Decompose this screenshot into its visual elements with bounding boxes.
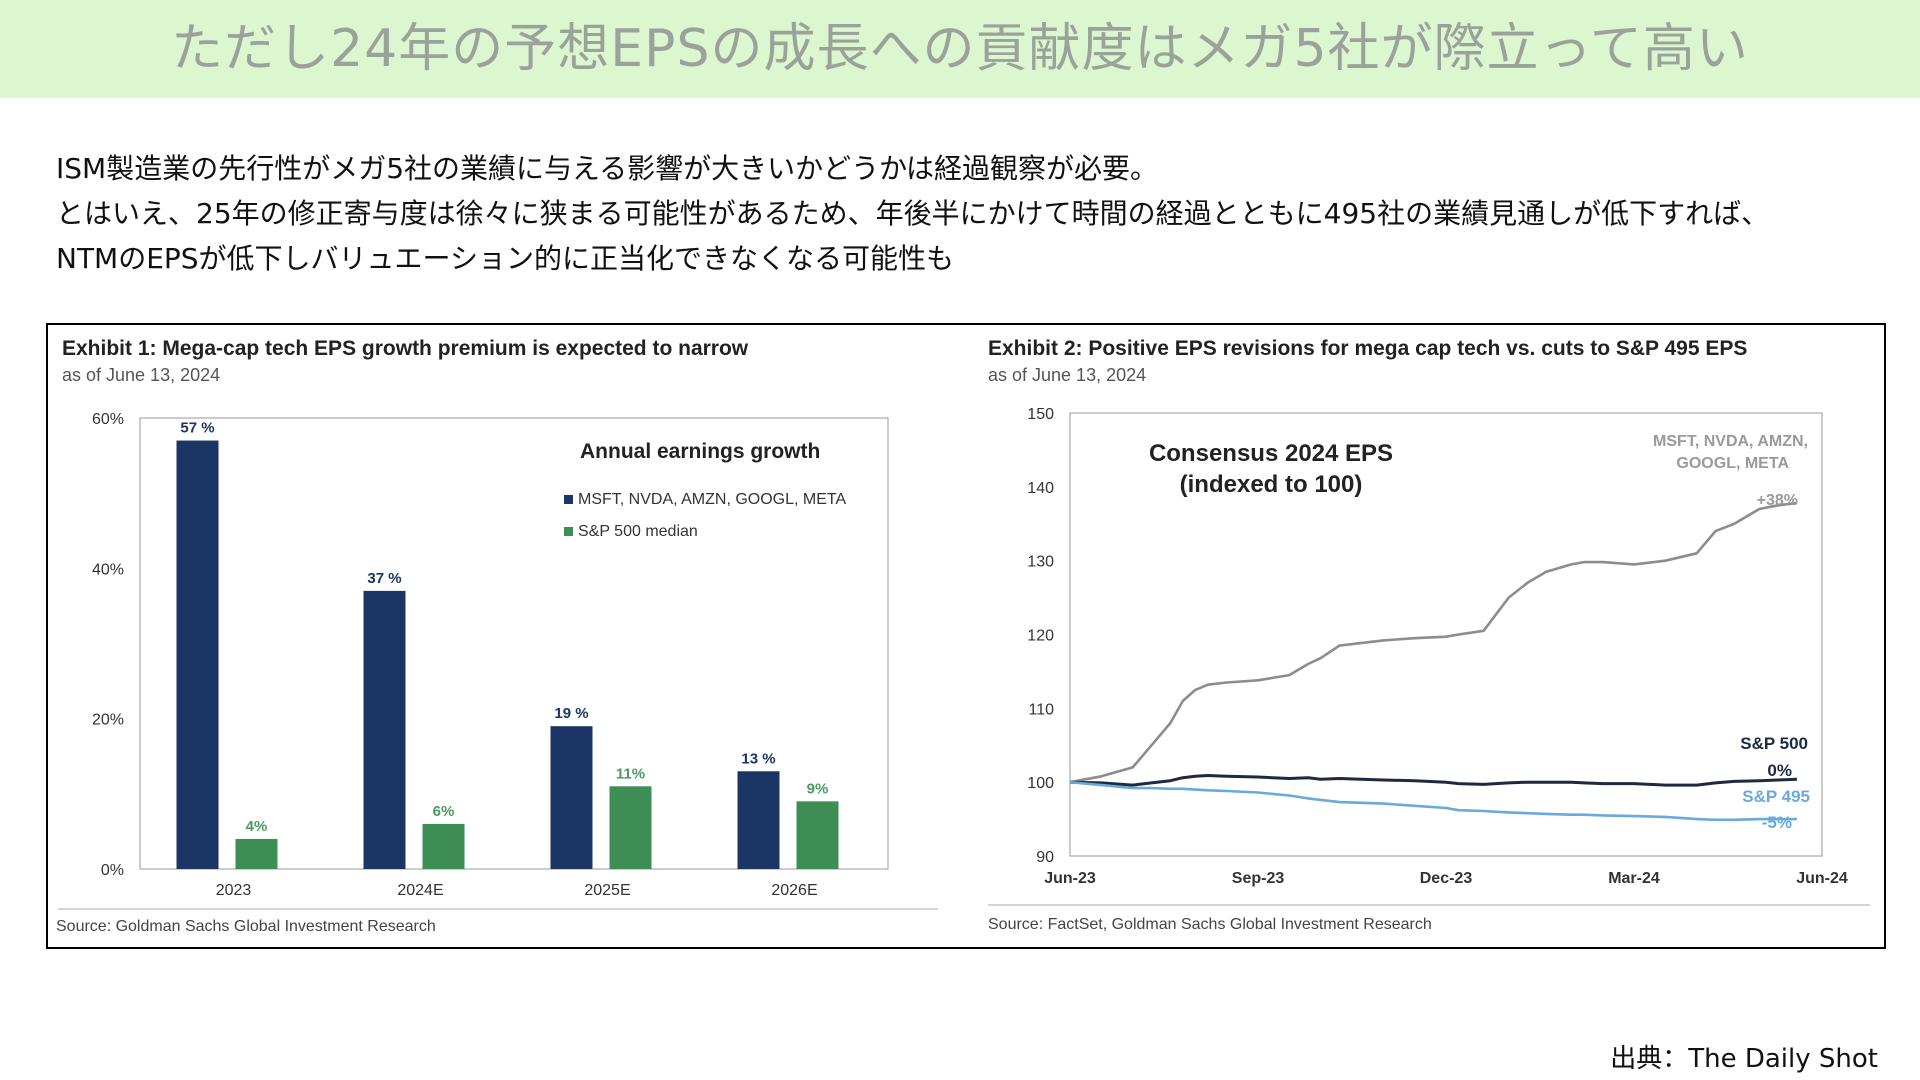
exhibit2-title: Exhibit 2: Positive EPS revisions for me… bbox=[988, 337, 1747, 360]
bar-label-mega: 13 % bbox=[741, 750, 775, 767]
exhibit2-ytick: 130 bbox=[1027, 554, 1054, 571]
source-credit: 出典：The Daily Shot bbox=[1610, 1044, 1878, 1074]
legend-label-mega: MSFT, NVDA, AMZN, GOOGL, META bbox=[578, 491, 847, 508]
bar-label-mega: 37 % bbox=[367, 570, 401, 587]
bar-label-mega: 57 % bbox=[180, 420, 214, 437]
exhibit1-plot: 0% 20% 40% 60% 2023 57 % 4% 2024E 37 % 6% 2025E 19 … bbox=[58, 411, 938, 910]
line-sp500 bbox=[1069, 774, 1797, 787]
bar-mega bbox=[550, 726, 593, 869]
bar-mega bbox=[363, 590, 406, 869]
bar-label-sp500: 11% bbox=[616, 765, 645, 782]
exhibit2-ytick: 100 bbox=[1027, 775, 1054, 792]
exhibit2-source: Source: FactSet, Goldman Sachs Global In… bbox=[988, 916, 1432, 933]
exhibit2-xtick: Jun-23 bbox=[1044, 870, 1096, 887]
bar-sp500 bbox=[796, 801, 839, 869]
line-sp495 bbox=[1069, 780, 1797, 822]
exhibit1-source: Source: Goldman Sachs Global Investment … bbox=[56, 918, 436, 935]
legend-swatch-sp500 bbox=[564, 527, 573, 536]
series-end-label-mega: +38% bbox=[1757, 492, 1798, 509]
line-mega bbox=[1069, 501, 1798, 784]
exhibits-frame: Exhibit 1: Mega-cap tech EPS growth prem… bbox=[46, 323, 1886, 949]
bar-label-sp500: 9% bbox=[807, 780, 829, 797]
exhibit2-xtick: Jun-24 bbox=[1796, 870, 1848, 887]
exhibit2-xtick: Dec-23 bbox=[1420, 870, 1473, 887]
exhibit1-xtick: 2024E bbox=[397, 882, 443, 899]
exhibit1-inset-title: Annual earnings growth bbox=[580, 440, 820, 463]
exhibit2-xtick: Mar-24 bbox=[1608, 870, 1660, 887]
legend-label-sp500: S&P 500 median bbox=[578, 523, 698, 540]
series-end-label-sp500: 0% bbox=[1767, 761, 1792, 780]
bar-label-mega: 19 % bbox=[554, 705, 588, 722]
series-end-label-sp495: -5% bbox=[1762, 813, 1792, 832]
intro-text: ISM製造業の先行性がメガ5社の業績に与える影響が大きいかどうかは経過観察が必要… bbox=[56, 146, 1876, 281]
intro-line: とはいえ、25年の修正寄与度は徐々に狭まる可能性があるため、年後半にかけて時間の… bbox=[56, 197, 1770, 230]
bar-sp500 bbox=[609, 786, 652, 869]
exhibit1-ytick: 60% bbox=[92, 411, 124, 428]
series-label-sp495: S&P 495 bbox=[1742, 787, 1810, 806]
legend-swatch-mega bbox=[564, 495, 573, 504]
exhibit1-ytick: 20% bbox=[92, 712, 124, 729]
exhibit1-title: Exhibit 1: Mega-cap tech EPS growth prem… bbox=[62, 337, 749, 360]
series-label-mega: MSFT, NVDA, AMZN, GOOGL, META bbox=[1653, 433, 1808, 472]
bar-sp500 bbox=[235, 838, 278, 869]
exhibit2-plot: 90 100 110 120 130 140 150 Jun-23 Sep-23 Dec-23 Ma… bbox=[988, 406, 1870, 906]
exhibit2-ytick: 90 bbox=[1036, 849, 1054, 866]
exhibit2-ytick: 120 bbox=[1027, 628, 1054, 645]
exhibit2-ytick: 140 bbox=[1027, 480, 1054, 497]
series-label-sp500: S&P 500 bbox=[1740, 734, 1808, 753]
title-banner: ただし24年の予想EPSの成長への貢献度はメガ5社が際立って高い bbox=[0, 0, 1920, 98]
bar-mega bbox=[176, 440, 219, 869]
exhibit2-ytick: 150 bbox=[1027, 406, 1054, 423]
exhibit2-inset-title-line2: (indexed to 100) bbox=[1180, 471, 1363, 498]
exhibit1-xtick: 2025E bbox=[584, 882, 630, 899]
intro-line: NTMのEPSが低下しバリュエーション的に正当化できなくなる可能性も bbox=[56, 242, 955, 275]
exhibit1-ytick: 40% bbox=[92, 561, 124, 578]
exhibit1-ytick: 0% bbox=[101, 862, 124, 879]
exhibits-svg: Exhibit 1: Mega-cap tech EPS growth prem… bbox=[56, 337, 1870, 935]
bar-label-sp500: 4% bbox=[246, 818, 268, 835]
bar-sp500 bbox=[422, 823, 465, 869]
intro-line: ISM製造業の先行性がメガ5社の業績に与える影響が大きいかどうかは経過観察が必要… bbox=[56, 152, 1159, 185]
exhibit2-inset-title-line1: Consensus 2024 EPS bbox=[1149, 440, 1393, 467]
exhibit2-xtick: Sep-23 bbox=[1232, 870, 1285, 887]
bar-label-sp500: 6% bbox=[433, 803, 455, 820]
page-title: ただし24年の予想EPSの成長への貢献度はメガ5社が際立って高い bbox=[171, 19, 1749, 79]
exhibit2-subtitle: as of June 13, 2024 bbox=[988, 365, 1146, 385]
exhibit1-plot-frame bbox=[139, 417, 889, 870]
exhibit1-subtitle: as of June 13, 2024 bbox=[62, 365, 220, 385]
exhibit2-ytick: 110 bbox=[1028, 701, 1054, 718]
exhibit1-xtick: 2026E bbox=[771, 882, 817, 899]
exhibit2-plot-frame bbox=[1069, 412, 1823, 857]
bar-mega bbox=[737, 771, 780, 869]
exhibit1-xtick: 2023 bbox=[216, 882, 252, 899]
